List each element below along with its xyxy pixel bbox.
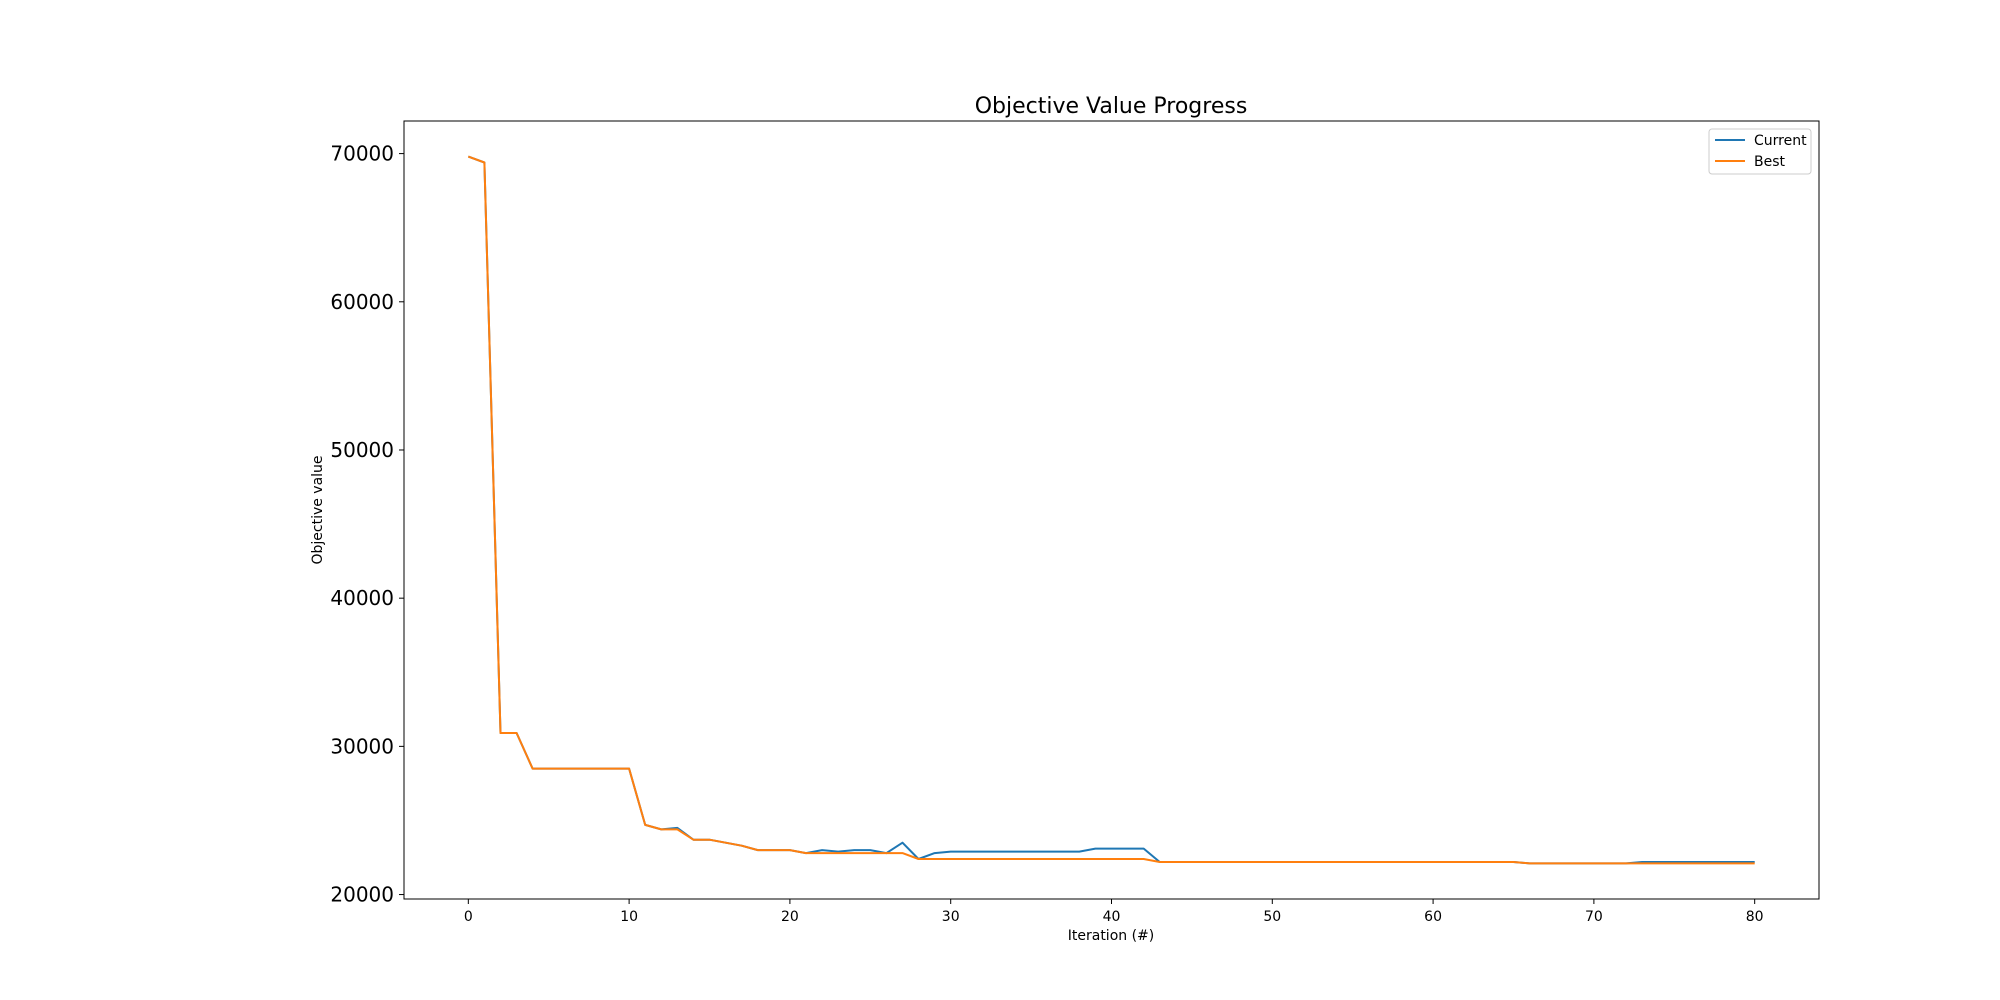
chart-title: Objective Value Progress — [975, 94, 1248, 119]
x-tick-label: 50 — [1263, 909, 1281, 925]
series-line-best — [467, 155, 1755, 865]
y-tick-label: 60000 — [330, 290, 394, 314]
series-layer — [467, 155, 1755, 865]
x-tick-label: 30 — [942, 909, 960, 925]
series-line-current — [467, 155, 1755, 865]
legend: Current Best — [1708, 128, 1812, 175]
y-axis-label: Objective value — [310, 455, 326, 564]
y-axis-ticks: 20000 30000 40000 50000 60000 70000 — [330, 142, 404, 907]
x-tick-label: 10 — [620, 909, 638, 925]
x-tick-label: 80 — [1746, 909, 1764, 925]
x-tick-label: 70 — [1585, 909, 1603, 925]
legend-label-current: Current — [1754, 133, 1807, 149]
y-tick-label: 40000 — [330, 586, 394, 610]
x-tick-label: 20 — [781, 909, 799, 925]
x-tick-label: 0 — [464, 909, 473, 925]
y-tick-label: 50000 — [330, 438, 394, 462]
legend-label-best: Best — [1754, 154, 1786, 170]
x-tick-label: 60 — [1424, 909, 1442, 925]
y-tick-label: 70000 — [330, 142, 394, 166]
plot-frame — [403, 120, 1820, 900]
x-tick-label: 40 — [1103, 909, 1121, 925]
x-axis-label: Iteration (#) — [1068, 928, 1155, 944]
y-tick-label: 30000 — [330, 734, 394, 758]
x-axis-ticks: 0 10 20 30 40 50 60 70 80 — [464, 899, 1764, 925]
y-tick-label: 20000 — [330, 883, 394, 907]
